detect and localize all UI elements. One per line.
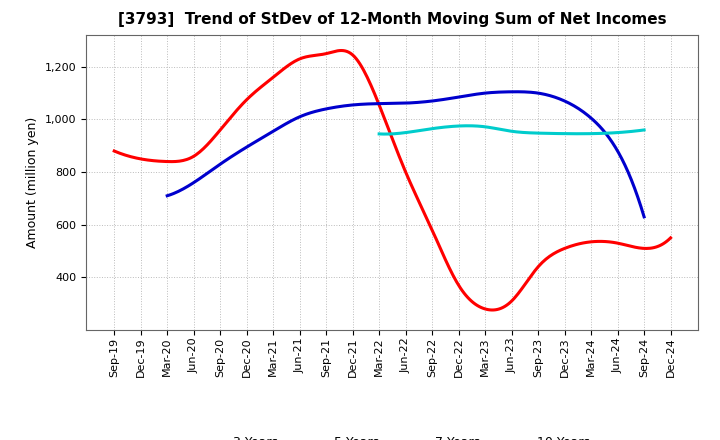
Title: [3793]  Trend of StDev of 12-Month Moving Sum of Net Incomes: [3793] Trend of StDev of 12-Month Moving… (118, 12, 667, 27)
7 Years (375, 131, 384, 136)
3 Years (487, 308, 496, 313)
3 Years (618, 242, 626, 247)
Line: 5 Years: 5 Years (167, 92, 644, 217)
5 Years (640, 214, 649, 220)
3 Years (443, 261, 451, 266)
5 Years (445, 96, 454, 101)
7 Years (464, 123, 472, 128)
7 Years (539, 131, 547, 136)
5 Years (512, 89, 521, 95)
7 Years (600, 131, 608, 136)
3 Years (112, 149, 120, 154)
7 Years (640, 127, 649, 132)
7 Years (534, 131, 543, 136)
5 Years (567, 101, 575, 106)
3 Years (582, 240, 591, 245)
3 Years (441, 257, 450, 262)
Line: 3 Years: 3 Years (114, 51, 670, 310)
5 Years (163, 193, 171, 198)
5 Years (447, 95, 456, 101)
3 Years (337, 48, 346, 53)
3 Years (110, 148, 119, 154)
Legend: 3 Years, 5 Years, 7 Years, 10 Years: 3 Years, 5 Years, 7 Years, 10 Years (190, 431, 595, 440)
3 Years (452, 279, 461, 285)
Line: 7 Years: 7 Years (379, 126, 644, 134)
7 Years (534, 131, 542, 136)
5 Years (164, 193, 173, 198)
7 Years (376, 131, 384, 136)
7 Years (381, 132, 390, 137)
5 Years (455, 94, 464, 99)
5 Years (597, 125, 606, 131)
7 Years (617, 130, 626, 135)
Y-axis label: Amount (million yen): Amount (million yen) (27, 117, 40, 248)
3 Years (666, 235, 675, 241)
